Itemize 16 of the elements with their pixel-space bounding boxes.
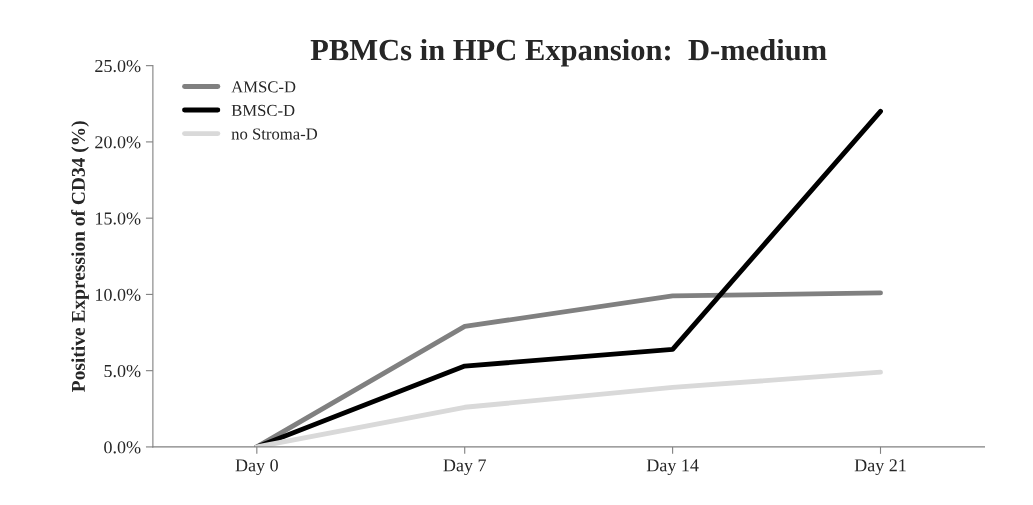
x-tick-label: Day 14 [646, 459, 699, 476]
legend-label: no Stroma-D [231, 128, 318, 140]
y-tick-label: 15.0% [96, 212, 141, 225]
y-tick-label: 5.0% [104, 364, 141, 378]
x-tick-label: Day 0 [235, 459, 278, 476]
legend-label: AMSC-D [231, 81, 296, 93]
y-tick-label: 25.0% [95, 59, 141, 73]
x-tick-label: Day 21 [854, 459, 906, 476]
y-axis-title: Positive Expression of CD34 (%) [71, 121, 89, 392]
y-tick-label: 10.0% [96, 288, 141, 301]
y-tick-label: 20.0% [95, 136, 141, 149]
chart-title: PBMCs in HPC Expansion: D-medium [310, 38, 827, 67]
legend-label: BMSC-D [231, 104, 295, 117]
line-series [254, 369, 883, 447]
y-tick-label: 0.0% [104, 441, 141, 454]
x-tick-label: Day 7 [443, 459, 487, 476]
